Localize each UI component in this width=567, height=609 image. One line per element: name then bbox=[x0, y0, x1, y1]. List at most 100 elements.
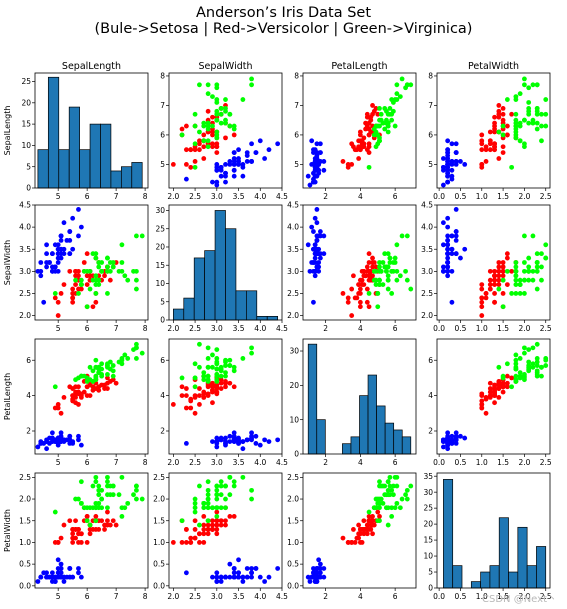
scatter-point-versicolor bbox=[500, 273, 506, 279]
scatter-point-setosa bbox=[76, 570, 81, 576]
y-tick-label: 15 bbox=[155, 261, 165, 270]
scatter-point-virginica bbox=[105, 291, 110, 296]
histogram-bar bbox=[443, 479, 454, 589]
scatter-point-setosa bbox=[462, 435, 468, 441]
scatter-point-virginica bbox=[122, 273, 128, 279]
scatter-point-versicolor bbox=[201, 394, 207, 400]
scatter-point-virginica bbox=[81, 373, 87, 379]
y-tick-label: 2.5 bbox=[421, 289, 433, 298]
scatter-point-virginica bbox=[105, 264, 110, 270]
scatter-point-virginica bbox=[534, 82, 540, 88]
scatter-point-virginica bbox=[105, 255, 110, 261]
scatter-point-setosa bbox=[312, 255, 318, 261]
y-tick-label: 3.5 bbox=[19, 245, 31, 254]
scatter-point-versicolor bbox=[210, 387, 215, 393]
scatter-point-virginica bbox=[105, 371, 110, 377]
scatter-point-versicolor bbox=[205, 531, 211, 537]
scatter-point-virginica bbox=[371, 268, 377, 274]
scatter-point-setosa bbox=[44, 242, 49, 248]
x-tick-label: 8 bbox=[143, 458, 148, 467]
scatter-point-virginica bbox=[517, 375, 523, 381]
x-tick-label: 2 bbox=[323, 592, 328, 601]
y-tick-label: 4.0 bbox=[19, 223, 31, 232]
scatter-point-versicolor bbox=[90, 387, 96, 393]
scatter-point-setosa bbox=[58, 561, 64, 567]
scatter-point-versicolor bbox=[93, 299, 99, 305]
scatter-point-versicolor bbox=[371, 522, 377, 528]
scatter-point-versicolor bbox=[361, 282, 367, 288]
y-tick-label: 0 bbox=[160, 316, 165, 325]
scatter-point-virginica bbox=[385, 492, 391, 498]
scatter-point-virginica bbox=[218, 479, 224, 485]
scatter-point-versicolor bbox=[370, 531, 375, 537]
scatter-point-virginica bbox=[504, 361, 510, 367]
scatter-point-versicolor bbox=[483, 396, 489, 402]
scatter-point-versicolor bbox=[183, 123, 189, 129]
scatter-point-versicolor bbox=[361, 518, 367, 524]
scatter-point-setosa bbox=[453, 233, 459, 239]
scatter-point-versicolor bbox=[492, 387, 497, 393]
subplot-r3-c1: 5 6 7 8 2 4 6 PetalLength bbox=[3, 338, 149, 467]
subplot-r2-c2: 2.0 2.5 3.0 3.5 4.0 4.5 0 5 10 15 20 25 30 bbox=[155, 204, 288, 333]
x-tick-label: 5 bbox=[56, 458, 61, 467]
scatter-point-versicolor bbox=[218, 380, 224, 386]
scatter-point-setosa bbox=[49, 439, 55, 445]
scatter-point-virginica bbox=[404, 233, 410, 239]
scatter-point-versicolor bbox=[357, 147, 363, 153]
scatter-point-virginica bbox=[90, 483, 96, 489]
scatter-point-virginica bbox=[205, 492, 211, 498]
scatter-point-versicolor bbox=[479, 295, 485, 301]
scatter-point-virginica bbox=[218, 111, 224, 117]
scatter-point-virginica bbox=[399, 496, 405, 502]
scatter-point-setosa bbox=[458, 159, 463, 164]
scatter-point-setosa bbox=[440, 264, 446, 270]
scatter-point-versicolor bbox=[364, 522, 370, 528]
scatter-point-versicolor bbox=[192, 393, 198, 399]
scatter-point-setosa bbox=[44, 264, 49, 270]
subplot-r3-c4: 0.0 0.5 1.0 1.5 2.0 2.5 2 4 6 bbox=[428, 338, 552, 467]
y-tick-label: 2 bbox=[26, 427, 31, 436]
y-tick-label: 25 bbox=[423, 504, 433, 513]
scatter-point-versicolor bbox=[58, 410, 64, 416]
scatter-point-virginica bbox=[223, 108, 228, 114]
scatter-point-versicolor bbox=[70, 386, 76, 391]
scatter-point-virginica bbox=[394, 242, 400, 248]
scatter-point-versicolor bbox=[188, 405, 194, 411]
scatter-point-setosa bbox=[214, 579, 220, 584]
scatter-point-versicolor bbox=[354, 535, 360, 541]
histogram-bar bbox=[452, 565, 463, 589]
scatter-point-versicolor bbox=[487, 380, 493, 386]
scatter-point-versicolor bbox=[231, 384, 237, 390]
scatter-point-versicolor bbox=[487, 286, 493, 292]
scatter-point-versicolor bbox=[496, 114, 502, 120]
scatter-point-setosa bbox=[67, 251, 73, 257]
scatter-point-versicolor bbox=[214, 382, 220, 388]
scatter-point-setosa bbox=[227, 561, 233, 567]
scatter-point-virginica bbox=[377, 105, 382, 111]
scatter-point-versicolor bbox=[479, 162, 485, 167]
scatter-point-virginica bbox=[93, 479, 99, 485]
scatter-point-versicolor bbox=[70, 540, 76, 545]
scatter-point-virginica bbox=[377, 264, 382, 270]
scatter-point-versicolor bbox=[70, 291, 76, 296]
scatter-point-virginica bbox=[81, 268, 87, 274]
scatter-point-virginica bbox=[214, 513, 220, 519]
scatter-point-virginica bbox=[526, 120, 532, 126]
x-tick-label: 3.5 bbox=[233, 458, 245, 467]
scatter-point-virginica bbox=[526, 264, 532, 270]
scatter-point-versicolor bbox=[70, 398, 76, 404]
scatter-point-virginica bbox=[534, 356, 540, 361]
scatter-point-setosa bbox=[307, 182, 313, 188]
scatter-point-virginica bbox=[389, 487, 395, 493]
scatter-point-versicolor bbox=[368, 129, 374, 135]
scatter-point-setosa bbox=[44, 574, 49, 580]
axes-frame bbox=[34, 472, 149, 589]
scatter-point-virginica bbox=[380, 282, 386, 288]
scatter-point-versicolor bbox=[205, 108, 211, 114]
scatter-point-setosa bbox=[449, 439, 455, 445]
scatter-point-versicolor bbox=[197, 402, 202, 407]
column-title-PetalLength: PetalLength bbox=[331, 61, 387, 72]
scatter-point-virginica bbox=[530, 364, 536, 370]
y-tick-label: 20 bbox=[289, 381, 299, 390]
histogram-bar bbox=[316, 419, 326, 455]
